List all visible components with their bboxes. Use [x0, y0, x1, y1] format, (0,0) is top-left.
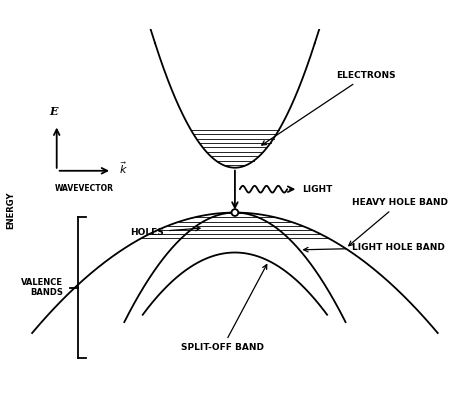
Text: LIGHT: LIGHT: [302, 185, 333, 194]
Text: VALENCE
BANDS: VALENCE BANDS: [21, 278, 63, 297]
Text: SPLIT-OFF BAND: SPLIT-OFF BAND: [181, 264, 267, 352]
Text: LIGHT HOLE BAND: LIGHT HOLE BAND: [304, 243, 445, 252]
Text: WAVEVECTOR: WAVEVECTOR: [55, 184, 114, 193]
Text: E: E: [49, 106, 58, 117]
Text: $\vec{k}$: $\vec{k}$: [119, 160, 128, 176]
Text: ENERGY: ENERGY: [6, 192, 15, 229]
Text: CONDUCTION BAND: CONDUCTION BAND: [0, 402, 1, 403]
Circle shape: [231, 209, 238, 216]
Text: ELECTRONS: ELECTRONS: [262, 71, 396, 145]
Text: HEAVY HOLE BAND: HEAVY HOLE BAND: [349, 198, 447, 246]
Text: HOLES: HOLES: [130, 226, 200, 237]
